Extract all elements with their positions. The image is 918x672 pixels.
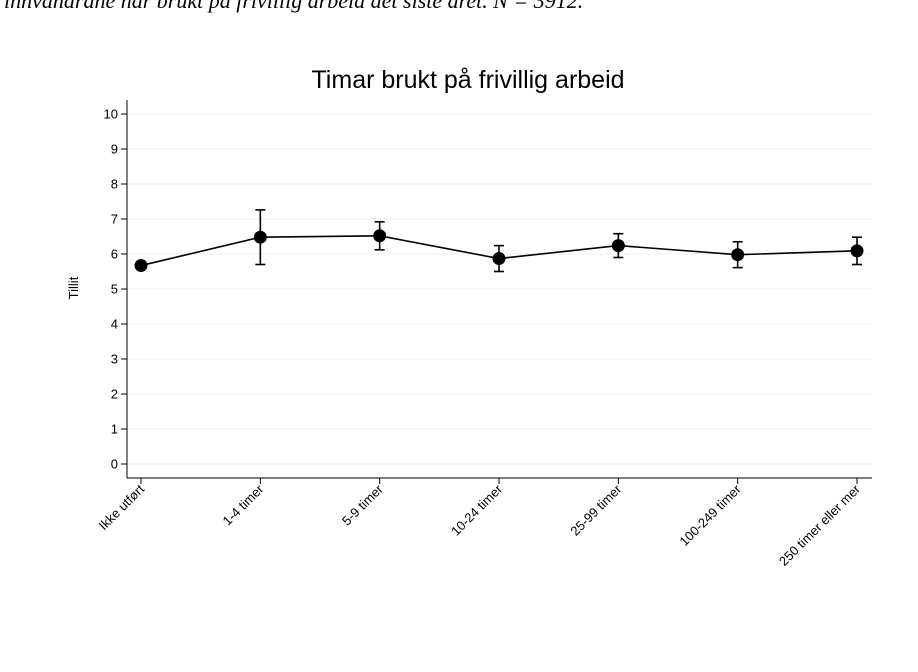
x-tick-label: 250 timer eller mer [776, 481, 864, 569]
point [850, 244, 864, 258]
x-tick-label: 5-9 timer [339, 481, 386, 528]
chart-title: Timar brukt på frivillig arbeid [311, 66, 624, 94]
y-tick-label: 7 [111, 212, 118, 227]
x-tick-label: Ikke utført [96, 481, 148, 533]
caption: innvandrane har brukt på frivillig arbei… [4, 0, 584, 13]
y-tick-label: 1 [111, 422, 118, 437]
x-tick-label: 10-24 timer [448, 481, 506, 539]
x-tick-label: 100-249 timer [676, 481, 744, 549]
y-tick-label: 8 [111, 177, 118, 192]
y-tick-label: 5 [111, 282, 118, 297]
y-tick-label: 3 [111, 352, 118, 367]
point [373, 229, 387, 243]
point [611, 239, 625, 253]
x-tick-label: 25-99 timer [567, 481, 625, 539]
y-tick-label: 0 [111, 457, 118, 472]
y-axis-label: Tillit [66, 276, 81, 299]
point [134, 259, 148, 273]
point [492, 252, 506, 266]
y-tick-label: 6 [111, 247, 118, 262]
y-tick-label: 2 [111, 387, 118, 402]
point [253, 230, 267, 244]
point [731, 248, 745, 262]
x-tick-label: 1-4 timer [220, 481, 267, 528]
y-tick-label: 4 [111, 317, 118, 332]
y-tick-label: 10 [104, 107, 118, 122]
y-tick-label: 9 [111, 142, 118, 157]
